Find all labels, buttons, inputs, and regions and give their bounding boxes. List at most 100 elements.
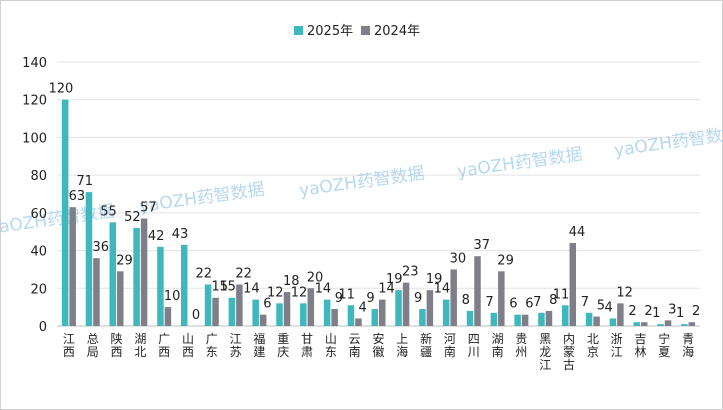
bar-2024 — [664, 320, 672, 326]
bar-2025 — [466, 310, 474, 326]
data-label-2024: 37 — [473, 238, 490, 253]
data-label-2024: 0 — [192, 308, 200, 323]
x-tick-label: 湖南 — [492, 331, 504, 359]
x-tick-label: 青海 — [682, 332, 694, 359]
data-label-2024: 29 — [497, 253, 514, 268]
data-label-2025: 11 — [553, 287, 570, 302]
data-label-2024: 18 — [283, 274, 300, 289]
data-label-2024: 15 — [212, 280, 229, 295]
bar-2024 — [521, 314, 529, 326]
data-label-2024: 12 — [616, 285, 633, 300]
data-label-2025: 9 — [366, 291, 374, 306]
data-label-2025: 52 — [124, 210, 141, 225]
data-label-2025: 42 — [148, 229, 165, 244]
bar-2024 — [474, 256, 481, 326]
bar-2025 — [442, 299, 450, 326]
data-label-2024: 30 — [450, 251, 467, 266]
data-label-2024: 4 — [359, 300, 367, 315]
data-label-2025: 6 — [509, 297, 517, 312]
data-label-2024: 3 — [668, 302, 676, 317]
data-label-2025: 12 — [267, 285, 284, 300]
bar-2025 — [323, 299, 331, 326]
bar-2024 — [259, 314, 267, 326]
data-label-2025: 12 — [291, 285, 308, 300]
data-label-2024: 14 — [378, 282, 395, 297]
bar-2024 — [212, 297, 219, 326]
data-label-2025: 7 — [581, 295, 589, 310]
data-label-2025: 7 — [533, 295, 541, 310]
bar-2025 — [514, 314, 521, 326]
x-tick-label: 河南 — [444, 332, 456, 359]
bar-2025 — [133, 227, 140, 326]
bar-2025 — [490, 312, 498, 326]
legend-label-2024: 2024年 — [374, 24, 420, 39]
bar-2024 — [236, 284, 243, 326]
y-tick-label: 40 — [30, 245, 47, 260]
x-tick-label: 江西 — [63, 332, 75, 359]
bar-2024 — [140, 218, 148, 326]
data-label-2025: 2 — [628, 304, 636, 319]
data-label-2024: 36 — [92, 240, 109, 255]
x-tick-label: 福建 — [253, 331, 265, 359]
x-tick-label: 甘肃 — [301, 332, 313, 359]
x-tick-label: 新疆 — [420, 331, 432, 359]
x-tick-label: 吉林 — [634, 332, 646, 359]
data-label-2024: 57 — [140, 201, 157, 216]
bar-2025 — [204, 284, 212, 326]
data-label-2025: 19 — [386, 272, 403, 287]
y-tick-label: 60 — [30, 207, 47, 222]
bar-2025 — [228, 297, 236, 326]
legend-label-2025: 2025年 — [307, 24, 353, 39]
x-tick-label: 湖北 — [134, 331, 146, 359]
axes: 020406080100120140江西总局陕西湖北广西山西广东江苏福建重庆甘肃… — [22, 56, 694, 372]
data-label-2025: 7 — [485, 295, 493, 310]
bar-2025 — [681, 324, 688, 326]
bar-2024 — [69, 207, 76, 326]
bar-2025 — [252, 299, 259, 326]
bar-2025 — [61, 99, 69, 326]
data-label-2024: 2 — [644, 304, 652, 319]
data-label-2025: 4 — [605, 300, 613, 315]
bar-2025 — [395, 290, 402, 326]
legend-swatch-2024 — [361, 26, 370, 35]
bar-2024 — [331, 309, 338, 326]
data-label-2025: 11 — [338, 287, 355, 302]
bar-2024 — [355, 318, 362, 326]
bar-2024 — [93, 258, 100, 326]
bar-2024 — [402, 282, 410, 326]
data-label-2025: 15 — [219, 280, 236, 295]
x-tick-label: 云南 — [349, 332, 361, 359]
y-tick-label: 120 — [22, 94, 47, 109]
x-tick-label: 广东 — [206, 332, 218, 359]
bar-2024 — [593, 316, 600, 326]
data-label-2024: 19 — [426, 272, 443, 287]
bar-2024 — [426, 290, 434, 326]
data-label-2024: 5 — [597, 299, 605, 314]
bar-2025 — [538, 312, 545, 326]
y-tick-label: 140 — [22, 56, 47, 71]
x-tick-label: 浙江 — [611, 332, 623, 359]
x-tick-label: 重庆 — [277, 332, 289, 359]
x-tick-label: 贵州 — [515, 332, 527, 359]
bar-2024 — [379, 299, 386, 326]
data-label-2024: 9 — [335, 291, 343, 306]
data-label-2025: 8 — [462, 293, 470, 308]
x-tick-label: 总局 — [87, 332, 99, 359]
bar-2024 — [450, 269, 457, 326]
bar-2025 — [657, 324, 664, 326]
x-tick-label: 江苏 — [230, 332, 242, 359]
x-tick-label: 山东 — [325, 332, 337, 359]
data-label-2024: 44 — [569, 225, 586, 240]
x-tick-label: 内蒙古 — [563, 332, 575, 372]
data-label-2024: 10 — [164, 289, 181, 304]
y-tick-label: 0 — [39, 320, 47, 335]
bar-2024 — [617, 303, 624, 326]
bar-2024 — [117, 271, 124, 326]
legend-swatch-2025 — [294, 26, 303, 35]
data-label-2025: 1 — [652, 306, 660, 321]
x-tick-label: 四川 — [468, 332, 480, 359]
bar-2025 — [276, 303, 283, 326]
bar-2025 — [371, 309, 378, 326]
